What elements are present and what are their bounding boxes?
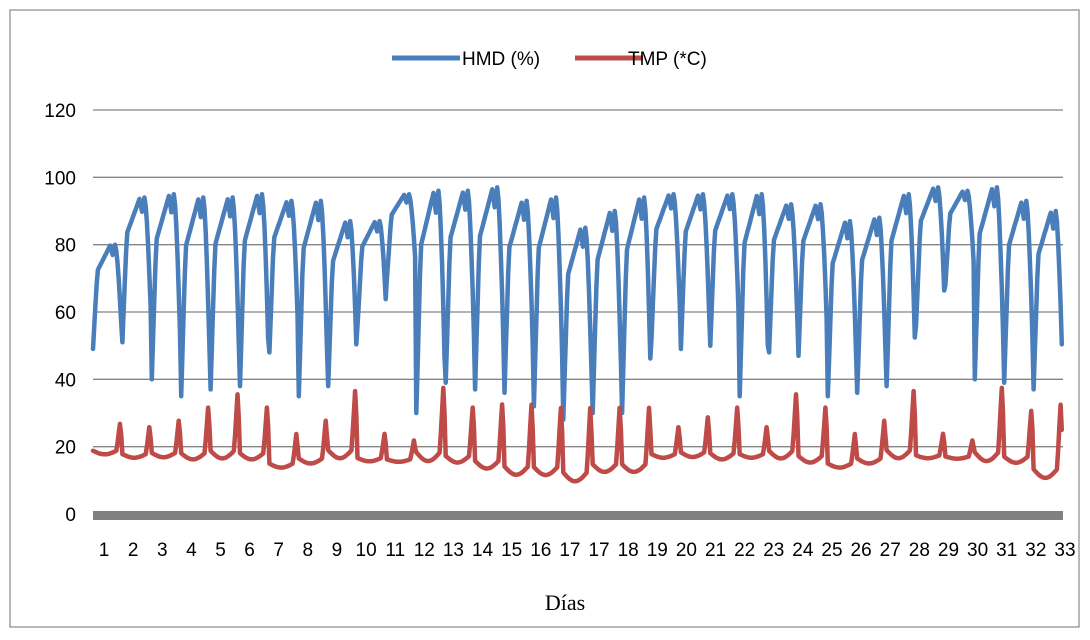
x-tick-label: 3 (157, 540, 168, 561)
x-tick-label: 31 (996, 540, 1017, 561)
x-tick-label: 11 (385, 540, 405, 561)
x-tick-label: 8 (303, 540, 314, 561)
x-tick-label: 16 (530, 540, 551, 561)
x-tick-label: 23 (763, 540, 784, 561)
y-tick-label: 100 (44, 168, 76, 189)
series-line-hmd (90, 185, 1065, 422)
x-tick-label: 10 (356, 540, 377, 561)
legend-label-tmp: TMP (*C) (628, 49, 707, 70)
x-tick-label: 25 (821, 540, 842, 561)
x-tick-label: 13 (443, 540, 464, 561)
legend-label-hmd: HMD (%) (462, 49, 540, 70)
x-tick-label: 27 (880, 540, 901, 561)
series-line-tmp (90, 385, 1065, 484)
x-tick-label: 20 (676, 540, 697, 561)
x-tick-label: 9 (332, 540, 343, 561)
y-tick-label: 20 (55, 438, 76, 459)
legend: HMD (%) TMP (*C) (392, 49, 707, 70)
x-tick-label: 26 (851, 540, 872, 561)
x-tick-label: 19 (647, 540, 668, 561)
x-tick-label: 6 (244, 540, 255, 561)
y-tick-label: 60 (55, 303, 76, 324)
x-tick-label: 18 (618, 540, 639, 561)
x-tick-label: 17 (588, 540, 609, 561)
y-tick-label: 120 (44, 101, 76, 122)
x-tick-label: 1 (99, 540, 110, 561)
x-tick-label: 15 (501, 540, 522, 561)
x-tick-label: 21 (705, 540, 726, 561)
x-tick-label: 5 (215, 540, 226, 561)
x-axis-bar (93, 511, 1063, 520)
series-lines (90, 185, 1065, 484)
y-axis-ticks: 0 20 40 60 80 100 120 (44, 101, 76, 526)
x-tick-label: 14 (472, 540, 494, 561)
x-tick-label: 7 (273, 540, 284, 561)
x-tick-label: 33 (1054, 540, 1075, 561)
x-axis-title: Días (545, 590, 585, 615)
x-tick-label: 22 (734, 540, 755, 561)
y-tick-label: 40 (55, 370, 76, 391)
x-tick-label: 17 (559, 540, 580, 561)
chart-border (9, 9, 1080, 628)
x-tick-label: 29 (938, 540, 959, 561)
y-tick-label: 0 (65, 505, 76, 526)
x-tick-label: 2 (128, 540, 139, 561)
x-axis-ticks: 1 2 3 4 5 6 7 8 9 10 11 12 13 14 15 16 17 17 18 19 20 21 22 23 2… (99, 540, 1076, 561)
x-tick-label: 4 (186, 540, 197, 561)
x-tick-label: 28 (909, 540, 930, 561)
x-tick-label: 32 (1025, 540, 1046, 561)
x-tick-label: 12 (414, 540, 435, 561)
x-tick-label: 30 (967, 540, 988, 561)
x-tick-label: 24 (792, 540, 814, 561)
y-tick-label: 80 (55, 236, 76, 257)
